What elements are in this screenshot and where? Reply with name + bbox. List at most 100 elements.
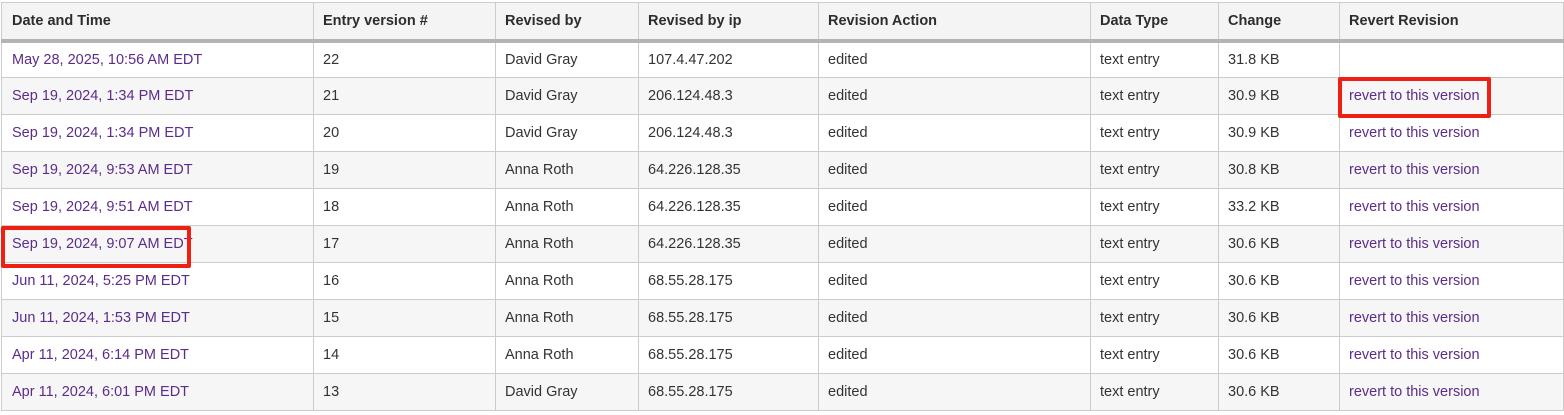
cell-version: 16 <box>313 262 496 300</box>
cell-revert: revert to this version <box>1339 373 1564 411</box>
cell-revert: revert to this version <box>1339 299 1564 337</box>
cell-data-type: text entry <box>1090 188 1219 226</box>
table-row: Jun 11, 2024, 5:25 PM EDT 16 Anna Roth 68.5… <box>1 262 1564 300</box>
cell-change: 31.8 KB <box>1218 40 1340 78</box>
cell-version: 18 <box>313 188 496 226</box>
cell-change: 30.6 KB <box>1218 373 1340 411</box>
cell-data-type: text entry <box>1090 336 1219 374</box>
cell-action: edited <box>818 336 1091 374</box>
table-row: Sep 19, 2024, 9:07 AM EDT 17 Anna Roth 64.2… <box>1 225 1564 263</box>
cell-data-type: text entry <box>1090 262 1219 300</box>
cell-change: 30.8 KB <box>1218 151 1340 189</box>
cell-action: edited <box>818 114 1091 152</box>
cell-revised-by: Anna Roth <box>495 225 639 263</box>
cell-date: Sep 19, 2024, 9:51 AM EDT <box>1 188 314 226</box>
header-row: Date and Time Entry version # Revised by… <box>1 2 1564 43</box>
cell-action: edited <box>818 188 1091 226</box>
cell-date: Jun 11, 2024, 5:25 PM EDT <box>1 262 314 300</box>
cell-version: 13 <box>313 373 496 411</box>
revision-date-link[interactable]: May 28, 2025, 10:56 AM EDT <box>12 51 203 68</box>
table-row: Sep 19, 2024, 1:34 PM EDT 20 David Gray 206… <box>1 114 1564 152</box>
revision-date-link[interactable]: Apr 11, 2024, 6:14 PM EDT <box>12 347 190 363</box>
cell-action: edited <box>818 225 1091 263</box>
table-body: May 28, 2025, 10:56 AM EDT 22 David Gray 10… <box>1 40 1564 411</box>
cell-action: edited <box>818 77 1091 115</box>
revision-date-link[interactable]: Jun 11, 2024, 1:53 PM EDT <box>12 310 190 326</box>
revert-link[interactable]: revert to this version <box>1349 347 1480 363</box>
revision-date-link[interactable]: Sep 19, 2024, 9:07 AM EDT <box>12 236 193 252</box>
cell-data-type: text entry <box>1090 77 1219 115</box>
column-header-revised-by-ip: Revised by ip <box>638 2 819 43</box>
cell-change: 30.6 KB <box>1218 336 1340 374</box>
cell-revert: revert to this version <box>1339 151 1564 189</box>
table-row: May 28, 2025, 10:56 AM EDT 22 David Gray 10… <box>1 40 1564 78</box>
cell-revised-by: Anna Roth <box>495 151 639 189</box>
cell-action: edited <box>818 40 1091 78</box>
cell-revised-by-ip: 68.55.28.175 <box>638 299 819 337</box>
revert-link[interactable]: revert to this version <box>1349 236 1480 252</box>
cell-version: 20 <box>313 114 496 152</box>
cell-date: Sep 19, 2024, 9:07 AM EDT <box>1 225 314 263</box>
cell-action: edited <box>818 299 1091 337</box>
cell-revised-by-ip: 68.55.28.175 <box>638 373 819 411</box>
table-row: Apr 11, 2024, 6:14 PM EDT 14 Anna Roth 68.5… <box>1 336 1564 374</box>
cell-action: edited <box>818 373 1091 411</box>
cell-revised-by: Anna Roth <box>495 336 639 374</box>
cell-revised-by: Anna Roth <box>495 262 639 300</box>
cell-date: Sep 19, 2024, 9:53 AM EDT <box>1 151 314 189</box>
column-header-data-type: Data Type <box>1090 2 1219 43</box>
cell-date: Jun 11, 2024, 1:53 PM EDT <box>1 299 314 337</box>
cell-date: Apr 11, 2024, 6:01 PM EDT <box>1 373 314 411</box>
cell-revised-by-ip: 64.226.128.35 <box>638 188 819 226</box>
cell-revised-by-ip: 107.4.47.202 <box>638 40 819 78</box>
revert-link[interactable]: revert to this version <box>1349 88 1480 104</box>
cell-data-type: text entry <box>1090 225 1219 263</box>
cell-revised-by: David Gray <box>495 114 639 152</box>
cell-revised-by: David Gray <box>495 373 639 411</box>
cell-change: 30.6 KB <box>1218 225 1340 263</box>
cell-revert: revert to this version <box>1339 225 1564 263</box>
cell-change: 33.2 KB <box>1218 188 1340 226</box>
cell-data-type: text entry <box>1090 114 1219 152</box>
cell-action: edited <box>818 151 1091 189</box>
cell-revert: revert to this version <box>1339 77 1564 115</box>
revision-date-link[interactable]: Sep 19, 2024, 1:34 PM EDT <box>12 88 194 104</box>
cell-revert: revert to this version <box>1339 262 1564 300</box>
cell-action: edited <box>818 262 1091 300</box>
cell-change: 30.6 KB <box>1218 299 1340 337</box>
table-row: Apr 11, 2024, 6:01 PM EDT 13 David Gray 68.… <box>1 373 1564 411</box>
revision-date-link[interactable]: Sep 19, 2024, 9:53 AM EDT <box>12 162 193 178</box>
cell-version: 15 <box>313 299 496 337</box>
revert-link[interactable]: revert to this version <box>1349 273 1480 289</box>
revert-link[interactable]: revert to this version <box>1349 384 1480 400</box>
cell-data-type: text entry <box>1090 151 1219 189</box>
cell-revised-by-ip: 68.55.28.175 <box>638 336 819 374</box>
revert-link[interactable]: revert to this version <box>1349 310 1480 326</box>
column-header-revert-revision: Revert Revision <box>1339 2 1564 43</box>
revision-date-link[interactable]: Jun 11, 2024, 5:25 PM EDT <box>12 273 190 289</box>
revision-date-link[interactable]: Apr 11, 2024, 6:01 PM EDT <box>12 384 190 400</box>
revision-date-link[interactable]: Sep 19, 2024, 1:34 PM EDT <box>12 125 194 141</box>
table-row: Sep 19, 2024, 9:53 AM EDT 19 Anna Roth 64.2… <box>1 151 1564 189</box>
cell-revert: revert to this version <box>1339 188 1564 226</box>
revert-link[interactable]: revert to this version <box>1349 199 1480 215</box>
cell-date: May 28, 2025, 10:56 AM EDT <box>1 40 314 78</box>
cell-revised-by: Anna Roth <box>495 299 639 337</box>
cell-revised-by-ip: 64.226.128.35 <box>638 225 819 263</box>
cell-revised-by-ip: 64.226.128.35 <box>638 151 819 189</box>
cell-revised-by-ip: 68.55.28.175 <box>638 262 819 300</box>
cell-data-type: text entry <box>1090 299 1219 337</box>
cell-change: 30.6 KB <box>1218 262 1340 300</box>
cell-revert: revert to this version <box>1339 336 1564 374</box>
cell-revised-by-ip: 206.124.48.3 <box>638 114 819 152</box>
cell-change: 30.9 KB <box>1218 114 1340 152</box>
revision-date-link[interactable]: Sep 19, 2024, 9:51 AM EDT <box>12 199 193 215</box>
revert-link[interactable]: revert to this version <box>1349 162 1480 178</box>
table-row: Sep 19, 2024, 1:34 PM EDT 21 David Gray 206… <box>1 77 1564 115</box>
cell-data-type: text entry <box>1090 40 1219 78</box>
cell-revised-by-ip: 206.124.48.3 <box>638 77 819 115</box>
cell-revised-by: David Gray <box>495 40 639 78</box>
revert-link[interactable]: revert to this version <box>1349 125 1480 141</box>
column-header-change: Change <box>1218 2 1340 43</box>
